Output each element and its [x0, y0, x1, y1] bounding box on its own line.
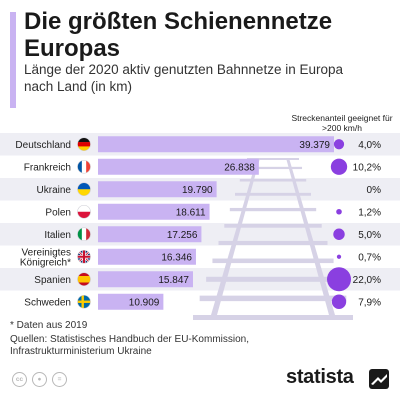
rail-sleeper — [212, 258, 334, 264]
share-bubble — [333, 228, 345, 240]
bar — [98, 136, 334, 153]
bar-value-label: 39.379 — [299, 140, 330, 151]
category-label: Vereinigtes Königreich* — [20, 247, 71, 268]
flag-es-icon — [77, 272, 91, 286]
bar-value-label: 19.790 — [182, 185, 213, 196]
source-note: Quellen: Statistisches Handbuch der EU-K… — [10, 334, 249, 357]
share-bubble — [336, 254, 342, 259]
bar-value-label: 26.838 — [224, 162, 255, 173]
share-value-label: 5,0% — [358, 230, 381, 241]
share-value-label: 1,2% — [358, 207, 381, 218]
share-value-label: 4,0% — [358, 140, 381, 151]
category-label: Italien — [44, 230, 71, 241]
share-bubble — [333, 139, 345, 150]
category-label: Polen — [45, 207, 71, 218]
rail-sleeper — [247, 158, 299, 160]
category-label: Deutschland — [15, 140, 71, 151]
flag-de-icon — [77, 137, 91, 151]
bar — [98, 226, 202, 243]
bar — [98, 158, 259, 175]
rail-sleeper — [224, 224, 322, 228]
rail-sleeper — [218, 240, 328, 246]
rail-sleeper — [239, 178, 307, 182]
footnote: * Daten aus 2019 — [10, 320, 88, 331]
share-value-label: 7,9% — [358, 297, 381, 308]
flag-pl-icon — [77, 205, 91, 219]
bar-chart: Deutschland 39.379 4,0% Frankreich 26.838 10,… — [0, 133, 400, 320]
bar-value-label: 15.847 — [158, 275, 189, 286]
flag-gb-icon — [77, 250, 91, 264]
flag-it-icon — [77, 227, 91, 241]
share-bubble — [336, 208, 342, 215]
bar — [98, 293, 164, 310]
rail-left — [211, 158, 260, 315]
flag-ua-icon — [77, 182, 91, 196]
bar — [98, 203, 210, 220]
bar-value-label: 18.611 — [176, 207, 206, 218]
rail-right — [286, 158, 335, 315]
statista-logo-text[interactable]: statista — [286, 366, 354, 388]
rail-sleeper — [235, 192, 311, 196]
bar — [98, 248, 196, 265]
rail-sleeper — [229, 207, 317, 212]
share-value-label: 22,0% — [353, 275, 381, 286]
flag-se-icon — [77, 295, 91, 309]
share-value-label: 0% — [367, 185, 382, 196]
bar — [98, 181, 217, 198]
share-bubble — [330, 158, 348, 175]
category-label: Ukraine — [37, 185, 72, 196]
rail-sleeper — [199, 295, 347, 302]
flag-fr-icon — [77, 160, 91, 174]
category-label: Schweden — [24, 297, 71, 308]
creative-commons-icon[interactable]: cc — [12, 372, 27, 387]
statista-logo-icon[interactable] — [369, 369, 389, 389]
share-value-label: 0,7% — [358, 252, 381, 263]
bar-value-label: 10.909 — [129, 297, 160, 308]
category-label: Frankreich — [24, 162, 71, 173]
rail-sleeper — [243, 166, 303, 170]
no-derivatives-icon[interactable]: = — [52, 372, 67, 387]
category-label: Spanien — [34, 275, 71, 286]
rail-sleeper — [206, 276, 340, 282]
chart-subtitle: Länge der 2020 aktiv genutzten Bahnnetze… — [24, 62, 343, 94]
bar-value-label: 16.346 — [161, 252, 192, 263]
share-value-label: 10,2% — [353, 162, 381, 173]
bar-value-label: 17.256 — [167, 230, 198, 241]
share-bubble — [331, 294, 347, 309]
bar — [98, 271, 193, 288]
share-column-header: Streckenanteil geeignet für >200 km/h — [291, 113, 393, 133]
chart-title: Die größten Schienennetze Europas — [24, 8, 333, 62]
share-bubble — [327, 267, 351, 292]
attribution-icon[interactable]: ● — [32, 372, 47, 387]
rail-sleeper — [193, 315, 353, 320]
title-accent-bar — [10, 12, 16, 108]
